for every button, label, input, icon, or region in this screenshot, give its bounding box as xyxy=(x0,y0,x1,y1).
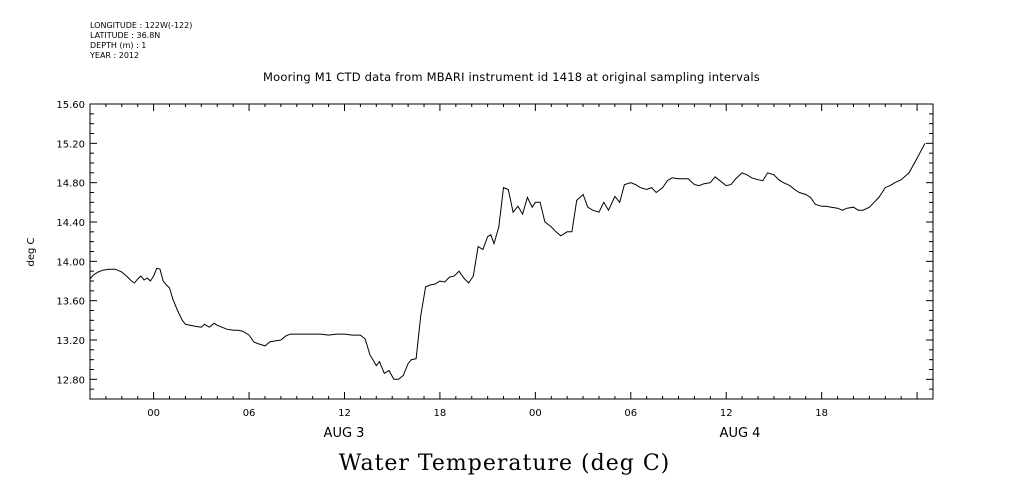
series-line-water-temperature xyxy=(89,143,926,380)
plot-frame xyxy=(89,103,934,400)
series-group xyxy=(89,143,926,380)
y-tick-label: 14.40 xyxy=(56,218,85,229)
latitude-text: LATITUDE : 36.8N xyxy=(90,31,161,40)
y-tick-label: 14.80 xyxy=(56,179,85,190)
x-tick-label: 06 xyxy=(243,408,256,419)
x-tick-label: 00 xyxy=(529,408,542,419)
x-tick-label: 06 xyxy=(624,408,637,419)
x-tick-label: 12 xyxy=(338,408,351,419)
chart-subtitle: Water Temperature (deg C) xyxy=(338,451,671,476)
date-label-aug3: AUG 3 xyxy=(324,426,365,441)
x-tick-label: 18 xyxy=(434,408,447,419)
y-axis: 12.80 13.20 13.60 14.00 14.40 14.80 15.20 15.60 xyxy=(56,100,933,400)
longitude-text: LONGITUDE : 122W(-122) xyxy=(90,21,193,30)
y-tick-label: 15.20 xyxy=(56,139,85,150)
y-tick-label: 15.60 xyxy=(56,100,85,111)
y-tick-label: 13.60 xyxy=(56,297,85,308)
x-tick-label: 00 xyxy=(147,408,160,419)
depth-text: DEPTH (m) : 1 xyxy=(90,41,147,50)
x-tick-label: 18 xyxy=(815,408,828,419)
y-tick-label: 13.20 xyxy=(56,336,85,347)
date-label-aug4: AUG 4 xyxy=(720,426,761,441)
y-tick-label: 14.00 xyxy=(56,257,85,268)
year-text: YEAR : 2012 xyxy=(90,51,140,60)
x-tick-label: 12 xyxy=(720,408,733,419)
x-axis: 00 06 12 18 00 06 12 18 xyxy=(89,104,934,419)
y-axis-label: deg C xyxy=(26,237,37,266)
chart-title: Mooring M1 CTD data from MBARI instrumen… xyxy=(263,70,760,84)
y-tick-label: 12.80 xyxy=(56,375,85,386)
metadata-block: LONGITUDE : 122W(-122) LATITUDE : 36.8N … xyxy=(90,21,192,61)
